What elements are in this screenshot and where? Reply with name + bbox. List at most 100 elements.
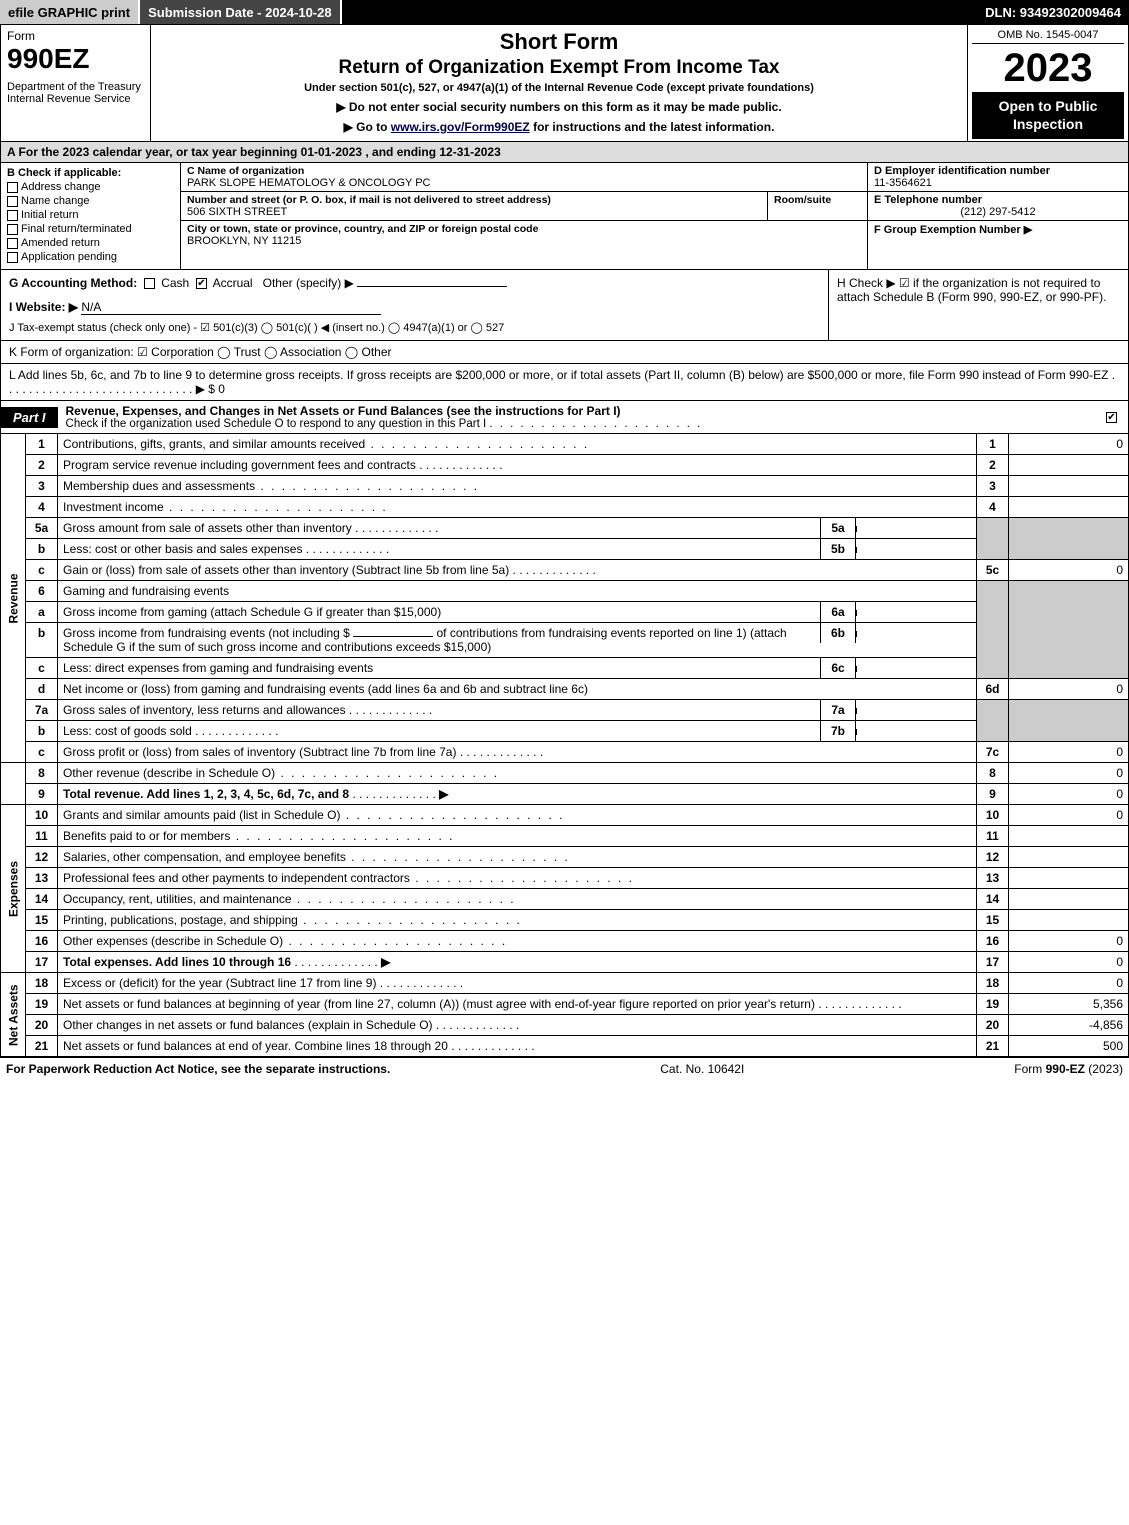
l6b-num: b: [26, 623, 58, 658]
l9-num: 9: [26, 784, 58, 805]
l17-amt: 0: [1009, 952, 1129, 973]
footer-right: Form 990-EZ (2023): [1014, 1062, 1123, 1076]
l13-num: 13: [26, 868, 58, 889]
topbar: efile GRAPHIC print Submission Date - 20…: [0, 0, 1129, 24]
l2-amt: [1009, 455, 1129, 476]
irs-label: Internal Revenue Service: [7, 93, 144, 105]
org-city: BROOKLYN, NY 11215: [187, 235, 861, 247]
l3-amt: [1009, 476, 1129, 497]
l15-amt: [1009, 910, 1129, 931]
irs-link[interactable]: www.irs.gov/Form990EZ: [391, 120, 530, 134]
l6b-desc: Gross income from fundraising events (no…: [58, 623, 977, 658]
l5a-desc: Gross amount from sale of assets other t…: [58, 518, 977, 539]
dept-treasury: Department of the Treasury: [7, 81, 144, 93]
l18-num: 18: [26, 973, 58, 994]
l6-desc: Gaming and fundraising events: [58, 581, 977, 602]
l9-desc: Total revenue. Add lines 1, 2, 3, 4, 5c,…: [58, 784, 977, 805]
l7c-amt: 0: [1009, 742, 1129, 763]
c-addr-label: Number and street (or P. O. box, if mail…: [187, 194, 767, 206]
form-number: 990EZ: [7, 43, 144, 75]
f-row: F Group Exemption Number ▶: [868, 221, 1128, 238]
l15-num: 15: [26, 910, 58, 931]
check-application-pending[interactable]: Application pending: [7, 251, 174, 263]
revenue-section-cont: [1, 763, 26, 805]
check-initial-return[interactable]: Initial return: [7, 209, 174, 221]
telephone: (212) 297-5412: [874, 206, 1122, 218]
l13-amt: [1009, 868, 1129, 889]
l7b-desc: Less: cost of goods sold7b: [58, 721, 977, 742]
l21-desc: Net assets or fund balances at end of ye…: [58, 1036, 977, 1057]
l1-rn: 1: [977, 434, 1009, 455]
l7c-rn: 7c: [977, 742, 1009, 763]
part1-header: Part I Revenue, Expenses, and Changes in…: [0, 401, 1129, 434]
org-street: 506 SIXTH STREET: [187, 206, 767, 218]
org-name: PARK SLOPE HEMATOLOGY & ONCOLOGY PC: [187, 177, 861, 189]
l1-amt: 0: [1009, 434, 1129, 455]
l16-num: 16: [26, 931, 58, 952]
l11-amt: [1009, 826, 1129, 847]
tax-year: 2023: [972, 44, 1124, 92]
l5c-num: c: [26, 560, 58, 581]
check-cash[interactable]: [144, 278, 155, 289]
l4-rn: 4: [977, 497, 1009, 518]
e-row: E Telephone number (212) 297-5412: [868, 192, 1128, 221]
note2-pre: ▶ Go to: [344, 120, 391, 134]
note-ssn: ▶ Do not enter social security numbers o…: [161, 100, 957, 114]
check-address-change[interactable]: Address change: [7, 181, 174, 193]
l9-amt: 0: [1009, 784, 1129, 805]
note-link: ▶ Go to www.irs.gov/Form990EZ for instru…: [161, 120, 957, 134]
l7c-desc: Gross profit or (loss) from sales of inv…: [58, 742, 977, 763]
l8-amt: 0: [1009, 763, 1129, 784]
l7ab-rn-grey: [977, 700, 1009, 742]
col-gij: G Accounting Method: Cash ✔ Accrual Othe…: [1, 270, 828, 340]
l3-desc: Membership dues and assessments: [58, 476, 977, 497]
l3-rn: 3: [977, 476, 1009, 497]
row-j: J Tax-exempt status (check only one) - ☑…: [9, 321, 820, 334]
l2-rn: 2: [977, 455, 1009, 476]
check-accrual[interactable]: ✔: [196, 278, 207, 289]
row-g: G Accounting Method: Cash ✔ Accrual Othe…: [9, 276, 820, 290]
check-name-change[interactable]: Name change: [7, 195, 174, 207]
l19-amt: 5,356: [1009, 994, 1129, 1015]
l12-desc: Salaries, other compensation, and employ…: [58, 847, 977, 868]
part1-title: Revenue, Expenses, and Changes in Net As…: [58, 401, 1098, 433]
page-footer: For Paperwork Reduction Act Notice, see …: [0, 1057, 1129, 1080]
row-a-text: A For the 2023 calendar year, or tax yea…: [7, 145, 501, 159]
form-word: Form: [7, 29, 144, 43]
l6-num: 6: [26, 581, 58, 602]
l11-num: 11: [26, 826, 58, 847]
section-bcdef: B Check if applicable: Address change Na…: [0, 163, 1129, 270]
check-amended-return[interactable]: Amended return: [7, 237, 174, 249]
l7a-num: 7a: [26, 700, 58, 721]
subtitle: Under section 501(c), 527, or 4947(a)(1)…: [161, 82, 957, 94]
header-center: Short Form Return of Organization Exempt…: [151, 25, 968, 141]
row-h: H Check ▶ ☑ if the organization is not r…: [837, 276, 1120, 304]
revenue-section-label: Revenue: [1, 434, 26, 763]
col-c: C Name of organization PARK SLOPE HEMATO…: [181, 163, 868, 269]
public-inspection-badge: Open to Public Inspection: [972, 92, 1124, 139]
l12-num: 12: [26, 847, 58, 868]
col-h: H Check ▶ ☑ if the organization is not r…: [828, 270, 1128, 340]
efile-print[interactable]: efile GRAPHIC print: [0, 0, 140, 24]
form-header: Form 990EZ Department of the Treasury In…: [0, 24, 1129, 142]
l5c-desc: Gain or (loss) from sale of assets other…: [58, 560, 977, 581]
l12-amt: [1009, 847, 1129, 868]
check-final-return[interactable]: Final return/terminated: [7, 223, 174, 235]
l13-rn: 13: [977, 868, 1009, 889]
l14-amt: [1009, 889, 1129, 910]
l1-num: 1: [26, 434, 58, 455]
e-label: E Telephone number: [874, 194, 1122, 206]
l7c-num: c: [26, 742, 58, 763]
l20-desc: Other changes in net assets or fund bala…: [58, 1015, 977, 1036]
part1-schedule-o-check[interactable]: ✔: [1098, 410, 1128, 424]
part1-table: Revenue 1 Contributions, gifts, grants, …: [0, 434, 1129, 1057]
row-i: I Website: ▶ N/A: [9, 300, 820, 315]
submission-date: Submission Date - 2024-10-28: [140, 0, 342, 24]
l10-amt: 0: [1009, 805, 1129, 826]
ein: 11-3564621: [874, 177, 1122, 189]
l5ab-rn-grey: [977, 518, 1009, 560]
l7b-num: b: [26, 721, 58, 742]
section-ghij: G Accounting Method: Cash ✔ Accrual Othe…: [0, 270, 1129, 341]
l19-num: 19: [26, 994, 58, 1015]
part1-sub: Check if the organization used Schedule …: [66, 418, 1090, 430]
